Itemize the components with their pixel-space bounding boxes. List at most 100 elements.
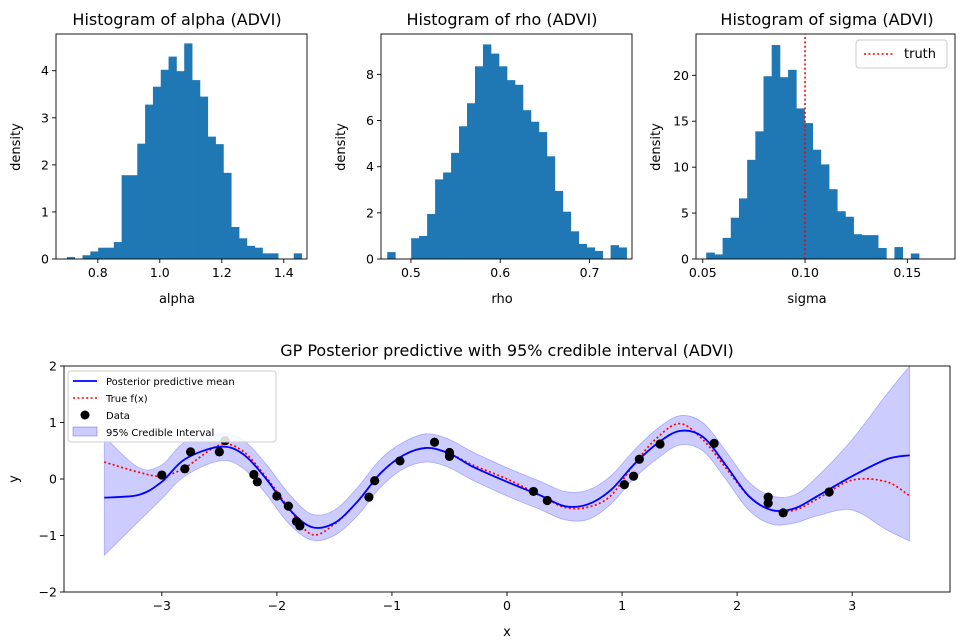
sigma-histogram-bars [706, 45, 920, 259]
histogram-bar [610, 245, 619, 259]
posterior-mean-line [104, 429, 910, 529]
histogram-bar [490, 53, 500, 259]
histogram-bar [562, 211, 572, 259]
y-tick-label: 2 [49, 359, 57, 374]
gp-posterior-title: GP Posterior predictive with 95% credibl… [280, 341, 734, 360]
sigma-histogram-xlabel: sigma [787, 292, 826, 307]
gp-posterior-frame [63, 365, 951, 593]
data-point [364, 492, 374, 502]
y-tick-label: 5 [681, 206, 689, 221]
histogram-bar [722, 237, 732, 259]
data-point [272, 491, 282, 501]
x-tick-label: 1 [618, 598, 626, 613]
rho-histogram-frame [380, 33, 633, 260]
histogram-bar [747, 159, 756, 259]
data-points [157, 435, 834, 531]
data-point [295, 521, 305, 531]
alpha-histogram-panel: Histogram of alpha (ADVI) alpha density … [9, 10, 308, 307]
sigma-legend-box [855, 39, 948, 69]
x-tick-label: 1.2 [212, 265, 232, 280]
alpha-histogram-bars [66, 43, 302, 260]
data-point [528, 486, 539, 497]
y-tick-label: 2 [366, 205, 374, 220]
histogram-bar [474, 66, 484, 259]
x-tick-label: −3 [153, 598, 171, 613]
true-function-line [104, 422, 911, 536]
x-tick-label: 1.0 [150, 265, 170, 280]
histogram-bar [66, 257, 76, 259]
histogram-bar [82, 255, 91, 259]
data-point [542, 495, 552, 506]
x-tick-label: 3 [848, 598, 856, 613]
y-tick-label: 10 [673, 160, 689, 175]
histogram-bar [176, 71, 185, 260]
x-tick-label: 0.7 [580, 265, 600, 280]
histogram-bar [482, 44, 492, 260]
sigma-legend: truth [855, 39, 948, 69]
data-point [655, 439, 665, 449]
histogram-bar [246, 245, 256, 259]
histogram-bar [145, 104, 154, 260]
sigma-legend-truth-label: truth [904, 47, 936, 62]
data-point [763, 498, 773, 508]
alpha-histogram-frame [55, 33, 308, 260]
data-point [778, 508, 788, 518]
histogram-bar [828, 189, 838, 259]
alpha-histogram-ylabel: density [9, 123, 24, 171]
histogram-bar [90, 251, 99, 259]
data-point [214, 447, 224, 457]
rho-histogram-xlabel: rho [491, 292, 512, 307]
y-tick-label: −2 [39, 585, 57, 600]
histogram-bar [254, 247, 263, 259]
data-point [709, 438, 719, 449]
data-point [429, 437, 440, 447]
histogram-bar [192, 80, 201, 260]
y-tick-label: 2 [41, 157, 49, 172]
histogram-bar [98, 247, 107, 259]
histogram-bar [443, 172, 452, 259]
data-point [395, 456, 405, 466]
sigma-histogram-frame [695, 33, 956, 260]
histogram-bar [796, 108, 805, 259]
y-tick-label: 1 [41, 204, 49, 219]
histogram-bar [894, 247, 904, 259]
rho-histogram-ylabel: density [334, 123, 349, 171]
data-point [185, 447, 196, 457]
data-point [634, 454, 644, 464]
data-point [824, 487, 834, 497]
gp-posterior-panel: GP Posterior predictive with 95% credibl… [7, 341, 951, 640]
histogram-bar [546, 156, 556, 259]
histogram-bar [845, 216, 854, 259]
x-tick-label: 2 [733, 598, 741, 613]
histogram-bar [869, 235, 879, 259]
histogram-bar [293, 253, 302, 259]
histogram-bar [554, 190, 564, 259]
data-point [628, 471, 639, 481]
gp-legend: Posterior predictive mean True f(x) Data… [67, 370, 277, 443]
histogram-bar [837, 211, 846, 259]
rho-histogram-title: Histogram of rho (ADVI) [406, 10, 597, 29]
gp-legend-band-label: 95% Credible Interval [106, 428, 214, 439]
histogram-bar [618, 247, 627, 259]
histogram-bar [878, 247, 887, 259]
y-tick-label: 8 [366, 67, 374, 82]
gp-posterior-xlabel: x [503, 625, 511, 640]
histogram-bar [387, 252, 396, 259]
x-tick-label: 0.8 [88, 265, 108, 280]
histogram-bar [435, 179, 444, 259]
histogram-bar [538, 132, 548, 259]
histogram-bar [184, 43, 193, 259]
gp-posterior-ylabel: y [7, 475, 22, 483]
histogram-bar [910, 253, 920, 259]
alpha-histogram-title: Histogram of alpha (ADVI) [72, 10, 281, 29]
histogram-bar [451, 152, 460, 259]
x-tick-label: 0 [503, 598, 511, 613]
histogram-bar [411, 238, 420, 259]
y-tick-label: 6 [366, 113, 374, 128]
x-tick-label: 0.10 [791, 265, 819, 280]
histogram-bar [215, 144, 224, 259]
sigma-histogram-ylabel: density [649, 123, 664, 171]
data-point [283, 501, 293, 511]
data-point [252, 477, 262, 487]
data-point [180, 464, 190, 474]
